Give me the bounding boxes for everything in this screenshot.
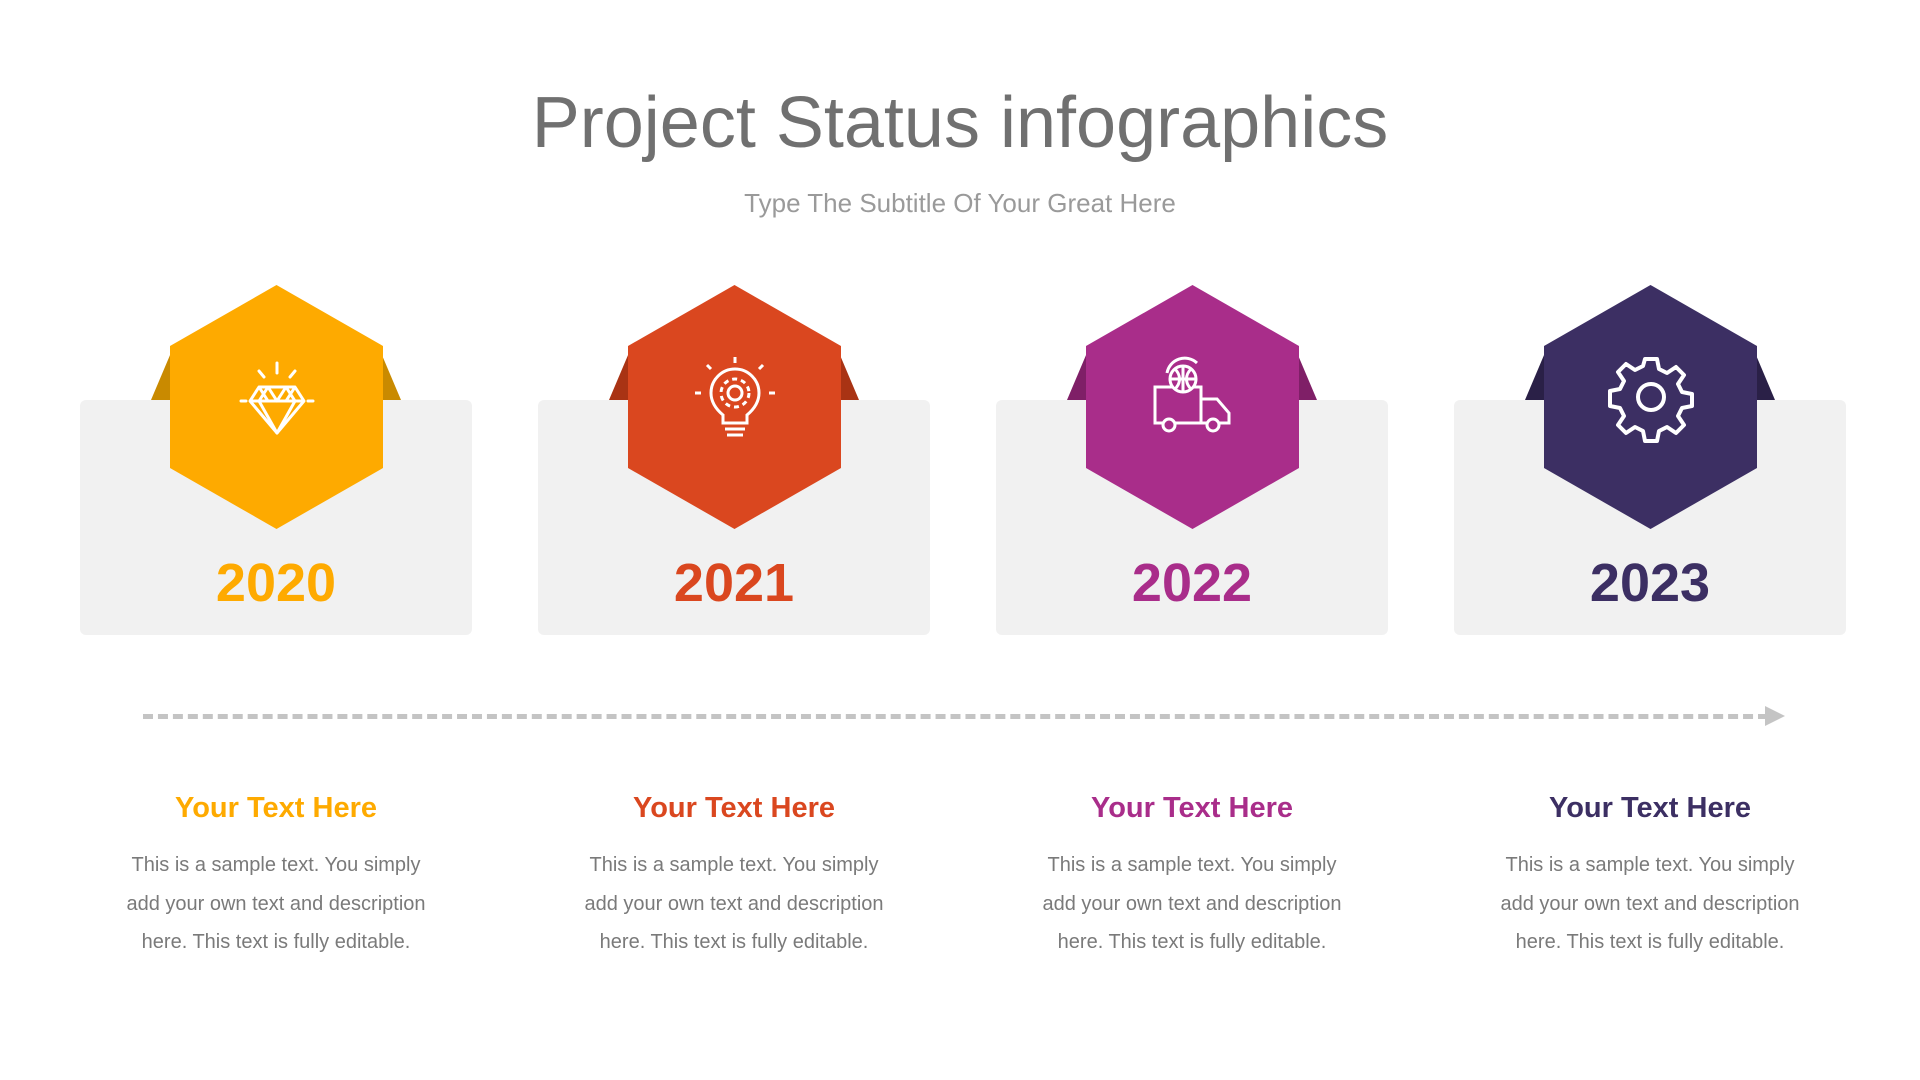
year-label: 2021 xyxy=(673,553,795,613)
year-label: 2022 xyxy=(1131,553,1253,613)
step-description: This is a sample text. You simply add yo… xyxy=(1500,854,1800,953)
year-label: 2020 xyxy=(215,553,337,613)
page-subtitle: Type The Subtitle Of Your Great Here xyxy=(744,188,1176,218)
lightbulb-gear-icon xyxy=(694,357,775,437)
step-description: This is a sample text. You simply add yo… xyxy=(126,854,426,953)
step-heading: Your Text Here xyxy=(175,792,377,824)
step-heading: Your Text Here xyxy=(633,792,835,824)
step-description: This is a sample text. You simply add yo… xyxy=(1042,854,1342,953)
step-heading: Your Text Here xyxy=(1549,792,1751,824)
gear-icon xyxy=(1607,357,1694,443)
diamond-icon xyxy=(239,361,314,435)
timeline-dashed-line xyxy=(143,714,1768,719)
year-label: 2023 xyxy=(1589,553,1711,613)
delivery-truck-globe-icon xyxy=(1153,356,1230,433)
step-heading: Your Text Here xyxy=(1091,792,1293,824)
step-description: This is a sample text. You simply add yo… xyxy=(584,854,884,953)
page-title: Project Status infographics xyxy=(531,83,1389,163)
timeline-arrow-icon xyxy=(1765,706,1785,726)
